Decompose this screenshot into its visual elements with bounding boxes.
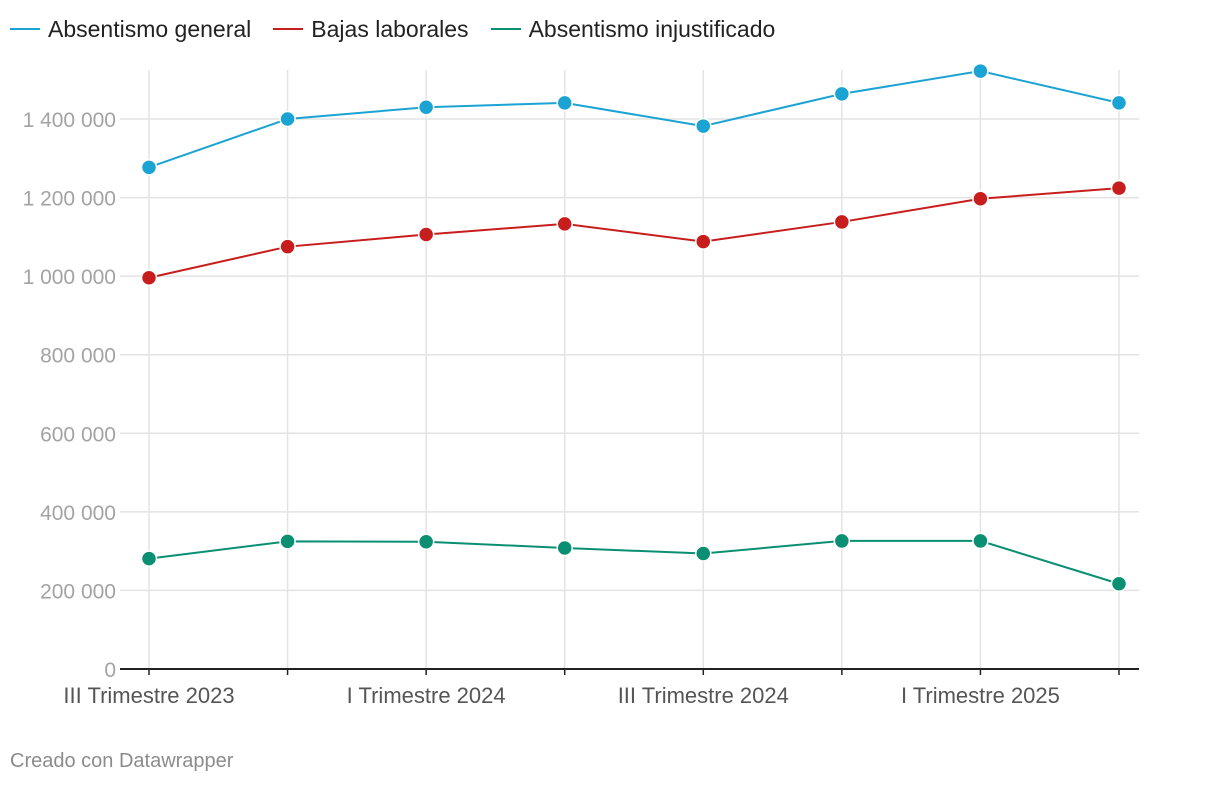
data-point [556,94,573,112]
data-point [417,98,435,116]
data-point [279,110,296,128]
data-point [279,238,296,255]
data-point [972,62,989,80]
x-tick-label: I Trimestre 2024 [347,683,506,708]
series-line [148,70,1120,169]
legend-label: Bajas laborales [311,15,469,42]
data-point [279,533,296,550]
chart-credit: Creado con Datawrapper [10,750,234,772]
chart-legend: Absentismo general Bajas laborales Absen… [10,14,797,44]
y-tick-label: 1 000 000 [23,266,116,289]
data-point [695,117,712,135]
data-point [1110,94,1128,112]
legend-item-absentismo-general: Absentismo general [10,16,251,43]
data-point [140,269,158,286]
data-point [833,213,851,231]
data-point [417,226,435,243]
data-point [417,533,435,550]
y-tick-label: 600 000 [40,423,116,446]
y-tick-label: 400 000 [40,502,116,525]
series-line [148,187,1120,279]
legend-item-bajas-laborales: Bajas laborales [273,15,469,43]
legend-item-absentismo-injustificado: Absentismo injustificado [490,15,776,43]
x-tick-label: III Trimestre 2024 [618,683,789,708]
data-point [833,85,851,103]
y-tick-label: 200 000 [40,580,116,603]
legend-label: Absentismo injustificado [528,15,776,42]
data-point [556,539,573,557]
legend-label: Absentismo general [48,15,252,42]
x-tick-label: I Trimestre 2025 [901,683,1060,708]
data-point [1110,575,1128,592]
data-point [695,233,712,250]
data-point [556,215,573,233]
data-point [833,532,851,550]
x-tick-label: III Trimestre 2023 [63,683,234,708]
y-tick-label: 800 000 [40,345,116,368]
y-tick-label: 1 200 000 [23,188,116,211]
legend-swatch [490,28,521,30]
data-point [140,550,158,567]
y-tick-label: 0 [104,659,116,682]
y-tick-label: 1 400 000 [23,109,116,132]
legend-swatch [10,28,40,30]
data-point [972,532,989,550]
data-point [972,190,989,207]
legend-swatch [273,28,304,30]
data-point [695,545,712,562]
line-chart: 0 200 000 400 000 600 000 800 000 1 000 000 1 … [23,62,1139,708]
series-line [148,539,1120,585]
data-point [1110,179,1128,197]
data-point [140,159,158,176]
